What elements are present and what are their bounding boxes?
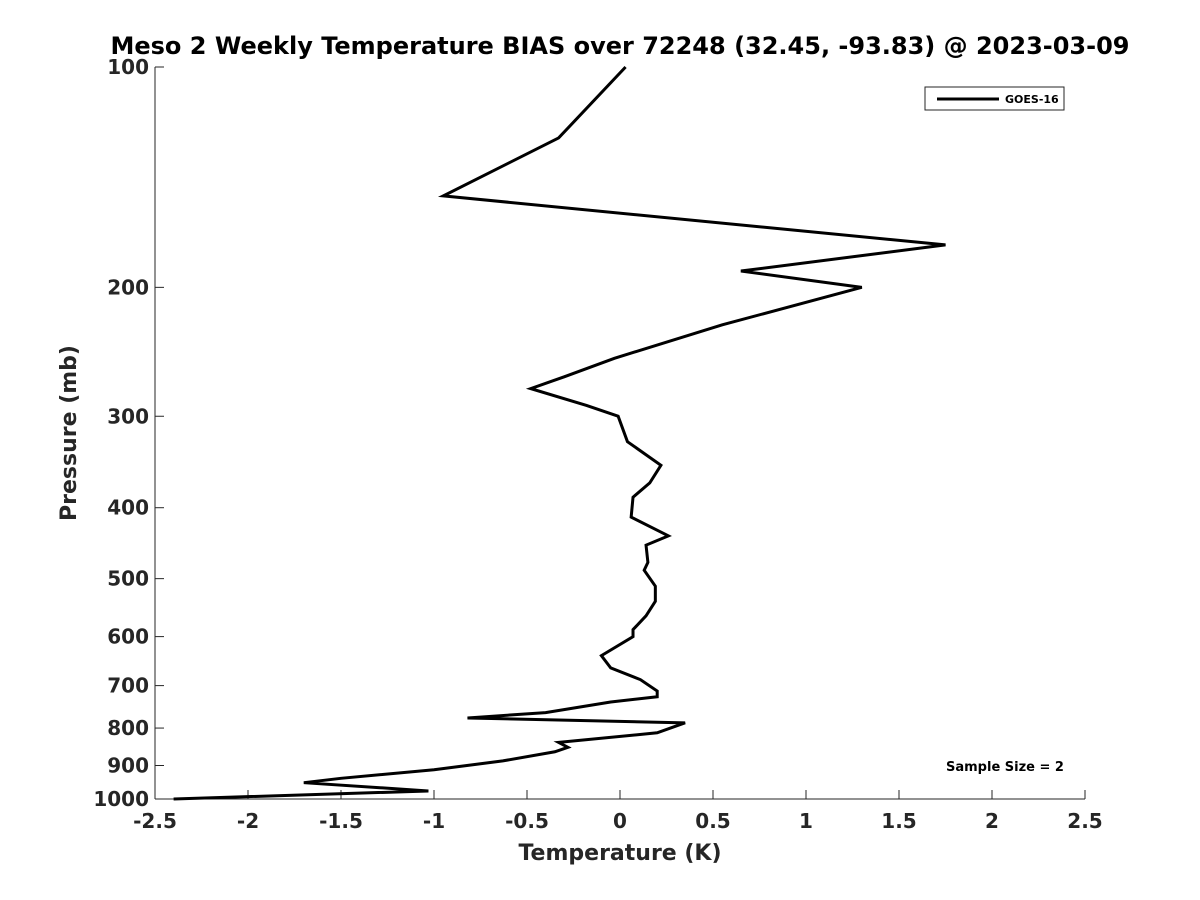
x-tick-label: 1.5	[881, 809, 916, 833]
x-tick-label: -1	[423, 809, 445, 833]
sample-size-annotation: Sample Size = 2	[946, 760, 1064, 775]
legend: GOES-16	[924, 86, 1065, 111]
x-tick-label: -2.5	[133, 809, 177, 833]
x-tick-label: -1.5	[319, 809, 363, 833]
y-ticks: 100 200 300 400 500 600 700 800 900 1000	[93, 55, 164, 811]
x-tick-label: 0	[613, 809, 627, 833]
y-axis-label: Pressure (mb)	[57, 345, 82, 521]
y-tick-label: 100	[107, 55, 149, 79]
y-tick-label: 400	[107, 496, 149, 520]
x-ticks: -2.5 -2 -1.5 -1 -0.5 0 0.5 1 1.5 2 2.5	[133, 790, 1103, 833]
x-tick-label: 2.5	[1067, 809, 1102, 833]
legend-label-goes-16: GOES-16	[1005, 93, 1059, 106]
x-tick-label: 1	[799, 809, 813, 833]
y-tick-label: 300	[107, 404, 149, 428]
x-axis-label: Temperature (K)	[518, 841, 721, 866]
x-tick-label: -2	[237, 809, 259, 833]
series-line-goes-16	[173, 65, 946, 801]
y-tick-label: 700	[107, 674, 149, 698]
y-tick-label: 800	[107, 716, 149, 740]
series-group	[173, 65, 946, 801]
y-tick-label: 900	[107, 754, 149, 778]
y-tick-label: 200	[107, 275, 149, 299]
chart-title: Meso 2 Weekly Temperature BIAS over 7224…	[110, 32, 1129, 60]
y-tick-label: 1000	[93, 787, 149, 811]
y-tick-label: 500	[107, 567, 149, 591]
x-tick-label: 0.5	[695, 809, 730, 833]
x-tick-label: 2	[985, 809, 999, 833]
x-tick-label: -0.5	[505, 809, 549, 833]
y-tick-label: 600	[107, 625, 149, 649]
